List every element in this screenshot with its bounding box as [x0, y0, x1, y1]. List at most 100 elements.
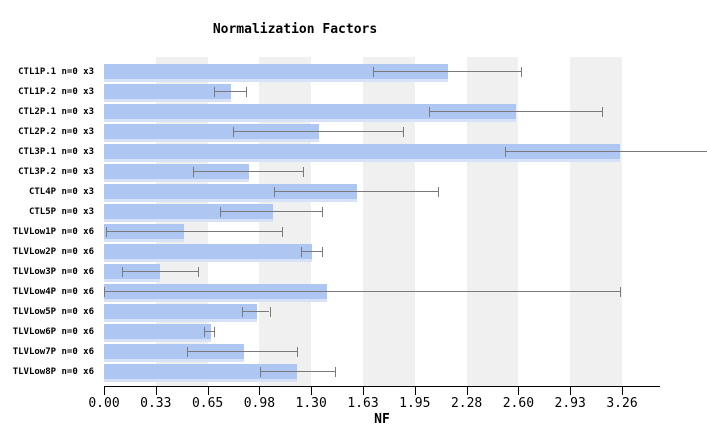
category-label: TLVLow6P n=0 x6 — [12, 327, 94, 337]
bar — [104, 244, 313, 259]
error-bar-right-cap — [619, 287, 621, 297]
bar — [104, 184, 358, 199]
bar — [104, 84, 232, 99]
x-tick-label: 3.26 — [606, 396, 638, 411]
x-tick — [518, 387, 520, 395]
error-bar-line — [232, 131, 404, 132]
error-bar-line — [372, 71, 521, 72]
bar-bottom-edge — [104, 179, 249, 182]
x-tick — [104, 387, 105, 395]
error-bar-left-cap — [121, 267, 123, 277]
category-label: CTL5P n=0 x3 — [28, 207, 94, 217]
bar — [104, 164, 249, 179]
bar-bottom-edge — [104, 279, 160, 282]
x-tick — [466, 387, 468, 395]
error-bar-line — [505, 151, 707, 152]
error-bar-line — [105, 231, 283, 232]
bar-bottom-edge — [104, 259, 313, 262]
x-tick — [259, 387, 261, 395]
error-bar-line — [259, 371, 335, 372]
category-label: TLVLow8P n=0 x6 — [12, 367, 94, 377]
category-label: CTL1P.2 n=0 x3 — [18, 87, 94, 97]
category-label: TLVLow2P n=0 x6 — [12, 247, 94, 257]
x-tick-label: 2.60 — [502, 396, 535, 411]
error-bar-right-cap — [322, 247, 324, 257]
error-bar-line — [242, 311, 270, 312]
bar-bottom-edge — [104, 99, 232, 102]
chart-title: Normalization Factors — [212, 22, 378, 37]
bar-bottom-edge — [104, 219, 273, 222]
error-bar-line — [204, 331, 214, 332]
bar — [104, 204, 273, 219]
category-label: CTL2P.1 n=0 x3 — [18, 107, 94, 117]
x-axis-line — [104, 386, 660, 387]
bar-bottom-edge — [104, 339, 211, 342]
category-label: TLVLow7P n=0 x6 — [12, 347, 94, 357]
error-bar-line — [186, 351, 297, 352]
bar-bottom-edge — [104, 159, 620, 162]
category-label: TLVLow1P n=0 x6 — [12, 227, 94, 237]
bar — [104, 324, 211, 339]
x-tick-label: 0.65 — [191, 396, 224, 411]
error-bar-left-cap — [193, 167, 195, 177]
x-tick — [207, 387, 209, 395]
error-bar-left-cap — [220, 207, 222, 217]
category-label: CTL4P n=0 x3 — [28, 187, 94, 197]
error-bar-right-cap — [269, 307, 271, 317]
error-bar-left-cap — [104, 287, 105, 297]
error-bar-line — [193, 171, 303, 172]
bar-bottom-edge — [104, 299, 327, 302]
error-bar-left-cap — [213, 87, 215, 97]
bar-bottom-edge — [104, 119, 517, 122]
x-tick-label: 1.30 — [295, 396, 327, 411]
error-bar-left-cap — [242, 307, 244, 317]
error-bar-left-cap — [372, 67, 374, 77]
bar-bottom-edge — [104, 79, 448, 82]
error-bar-right-cap — [197, 267, 199, 277]
error-bar-left-cap — [204, 327, 206, 337]
bar-bottom-edge — [104, 199, 358, 202]
error-bar-left-cap — [105, 227, 107, 237]
bar — [104, 104, 517, 119]
bar-bottom-edge — [104, 359, 245, 362]
bar-bottom-edge — [104, 379, 297, 382]
error-bar-right-cap — [438, 187, 440, 197]
error-bar-left-cap — [301, 247, 303, 257]
bar — [104, 64, 448, 79]
bar — [104, 304, 257, 319]
x-tick — [622, 387, 623, 395]
error-bar-right-cap — [213, 327, 215, 337]
error-bar-line — [274, 191, 439, 192]
error-bar-left-cap — [259, 367, 261, 377]
x-tick-label: 2.93 — [554, 396, 586, 411]
error-bar-left-cap — [505, 147, 507, 157]
error-bar-left-cap — [274, 187, 276, 197]
x-tick — [363, 387, 364, 395]
error-bar-right-cap — [282, 227, 284, 237]
x-tick-label: 0.98 — [243, 396, 276, 411]
error-bar-line — [121, 271, 198, 272]
x-tick-label: 0.00 — [88, 396, 120, 411]
error-bar-right-cap — [302, 167, 304, 177]
bar-bottom-edge — [104, 319, 257, 322]
x-tick — [311, 387, 313, 395]
category-label: TLVLow3P n=0 x6 — [12, 267, 94, 277]
category-label: CTL3P.1 n=0 x3 — [18, 147, 94, 157]
error-bar-right-cap — [520, 67, 522, 77]
error-bar-left-cap — [186, 347, 188, 357]
error-bar-line — [220, 211, 323, 212]
grid-band — [570, 57, 622, 386]
error-bar-left-cap — [428, 107, 430, 117]
bar — [104, 364, 297, 379]
error-bar-right-cap — [403, 127, 405, 137]
x-axis-label: NF — [374, 412, 390, 427]
bar-bottom-edge — [104, 139, 319, 142]
x-tick — [414, 387, 416, 395]
x-tick-label: 0.33 — [140, 396, 172, 411]
error-bar-line — [213, 91, 246, 92]
error-bar-right-cap — [334, 367, 336, 377]
bar — [104, 344, 245, 359]
x-tick-label: 1.63 — [347, 396, 379, 411]
x-tick — [570, 387, 572, 395]
